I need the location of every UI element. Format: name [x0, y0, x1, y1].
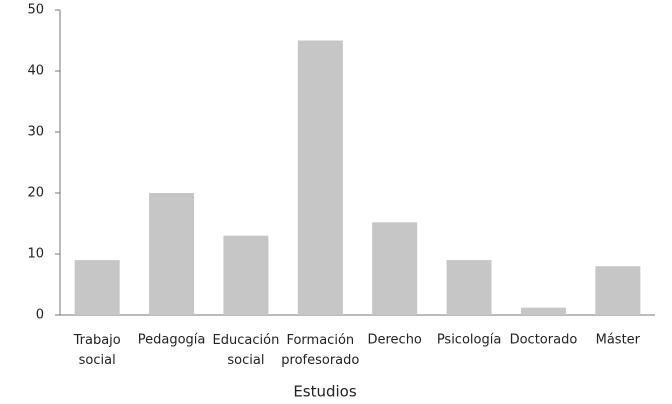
bar	[520, 307, 566, 315]
bar	[149, 193, 195, 315]
x-tick-label: Derecho	[367, 333, 421, 348]
bar	[446, 260, 492, 315]
x-tick-label: Doctorado	[510, 333, 578, 348]
x-tick-label-line: social	[227, 353, 264, 368]
bar	[297, 40, 343, 315]
x-tick-label: Pedagogía	[138, 333, 206, 348]
x-tick-label: Formación profesorado	[281, 333, 359, 368]
y-tick-label: 30	[27, 125, 44, 140]
bar	[74, 260, 120, 315]
x-tick-label-line: social	[79, 353, 116, 368]
y-tick-label: 40	[27, 64, 44, 79]
x-tick-label-line: Formación	[286, 333, 354, 348]
x-tick-label: Psicología	[437, 333, 502, 348]
x-tick-label-line: Educación	[213, 333, 280, 348]
x-tick-label-line: profesorado	[281, 353, 359, 368]
bar	[595, 266, 641, 315]
bar	[223, 235, 269, 315]
y-tick-label: 0	[36, 308, 44, 323]
x-tick-label: Máster	[596, 333, 641, 348]
x-tick-label-line: Trabajo	[73, 333, 121, 348]
y-tick-label: 20	[27, 186, 44, 201]
y-tick-label: 50	[27, 3, 44, 18]
x-tick-label: Trabajo social	[73, 333, 121, 368]
x-tick-label: Educación social	[213, 333, 280, 368]
bar	[372, 222, 418, 315]
x-axis-title: Estudios	[293, 383, 357, 401]
y-tick-label: 10	[27, 247, 44, 262]
